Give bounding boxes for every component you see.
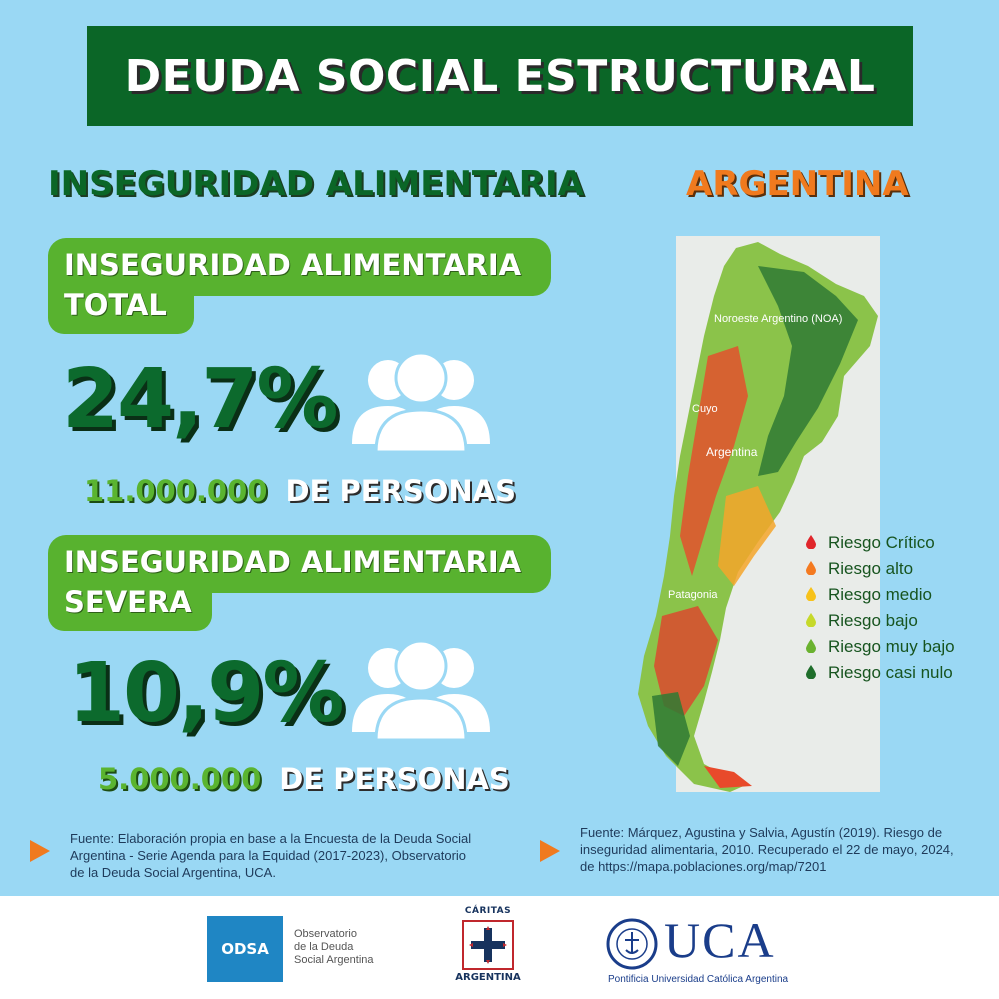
severe-count: 5.000.000 DE PERSONAS	[98, 762, 510, 796]
people-icon	[346, 639, 496, 744]
odsa-line: Observatorio	[294, 928, 357, 940]
legend-label: Riesgo casi nulo	[828, 663, 953, 682]
map-zone-west	[680, 346, 748, 576]
legend-label: Riesgo Crítico	[828, 533, 935, 552]
severe-label-pill: INSEGURIDAD ALIMENTARIA	[48, 535, 551, 593]
map-zone-center	[718, 486, 776, 586]
total-label-pill: INSEGURIDAD ALIMENTARIA	[48, 238, 551, 296]
total-count-unit: DE PERSONAS	[285, 474, 516, 508]
map-zone-north	[758, 266, 858, 476]
subtitle: INSEGURIDAD ALIMENTARIA	[48, 164, 584, 204]
country-label: ARGENTINA	[686, 164, 909, 204]
map-label-argentina: Argentina	[706, 445, 758, 459]
legend-label: Riesgo bajo	[828, 611, 918, 630]
caritas-cross-icon	[462, 920, 514, 970]
odsa-name: Observatorio de la Deuda Social Argentin…	[294, 928, 374, 967]
map-zone-south	[652, 692, 690, 766]
legend-item: Riesgo medio	[806, 582, 955, 608]
severe-percent: 10,9%	[68, 646, 344, 741]
severe-count-unit: DE PERSONAS	[279, 762, 510, 796]
legend-item: Riesgo Crítico	[806, 530, 955, 556]
total-label-tail	[48, 290, 194, 334]
total-label-line2: TOTAL	[64, 288, 167, 322]
uca-seal-icon	[606, 918, 658, 970]
odsa-logo-text: ODSA	[221, 940, 269, 958]
map-legend: Riesgo Crítico Riesgo alto Riesgo medio …	[806, 530, 955, 686]
map-label-noa: Noroeste Argentino (NOA)	[714, 313, 842, 325]
legend-item: Riesgo alto	[806, 556, 955, 582]
map-zone-tierra-del-fuego	[704, 766, 752, 788]
arrow-right-icon	[30, 840, 50, 862]
odsa-logo: ODSA	[207, 916, 283, 982]
arrow-right-icon	[540, 840, 560, 862]
legend-marker-icon	[806, 664, 816, 683]
total-count: 11.000.000 DE PERSONAS	[84, 474, 516, 508]
legend-marker-icon	[806, 534, 816, 553]
legend-marker-icon	[806, 612, 816, 631]
severe-label-tail	[48, 587, 212, 631]
argentina-risk-map: Noroeste Argentino (NOA) Cuyo Argentina …	[608, 236, 880, 792]
legend-marker-icon	[806, 560, 816, 579]
legend-label: Riesgo alto	[828, 559, 914, 578]
odsa-line: de la Deuda	[294, 941, 354, 953]
map-zone-patagonia	[654, 606, 718, 716]
total-percent: 24,7%	[62, 352, 338, 447]
legend-marker-icon	[806, 638, 816, 657]
legend-item: Riesgo casi nulo	[806, 660, 955, 686]
title-banner: DEUDA SOCIAL ESTRUCTURAL	[87, 26, 913, 126]
total-label-line1: INSEGURIDAD ALIMENTARIA	[64, 248, 522, 282]
source-left: Fuente: Elaboración propia en base a la …	[70, 831, 472, 880]
source-right: Fuente: Márquez, Agustina y Salvia, Agus…	[580, 825, 954, 874]
legend-label: Riesgo medio	[828, 585, 932, 604]
map-label-cuyo: Cuyo	[692, 403, 718, 415]
caritas-label-bottom: ARGENTINA	[455, 972, 521, 983]
map-label-patagonia: Patagonia	[668, 589, 718, 601]
total-count-number: 11.000.000	[84, 474, 268, 508]
page-title: DEUDA SOCIAL ESTRUCTURAL	[124, 50, 876, 102]
uca-subtitle: Pontificia Universidad Católica Argentin…	[608, 974, 789, 985]
severe-count-number: 5.000.000	[98, 762, 262, 796]
uca-logo-text: UCA	[664, 912, 776, 968]
legend-item: Riesgo bajo	[806, 608, 955, 634]
legend-label: Riesgo muy bajo	[828, 637, 955, 656]
legend-item: Riesgo muy bajo	[806, 634, 955, 660]
people-icon	[346, 351, 496, 456]
odsa-line: Social Argentina	[294, 954, 374, 966]
severe-label-line2: SEVERA	[64, 585, 192, 619]
caritas-label-top: CÁRITAS	[464, 906, 512, 916]
severe-label-line1: INSEGURIDAD ALIMENTARIA	[64, 545, 522, 579]
legend-marker-icon	[806, 586, 816, 605]
